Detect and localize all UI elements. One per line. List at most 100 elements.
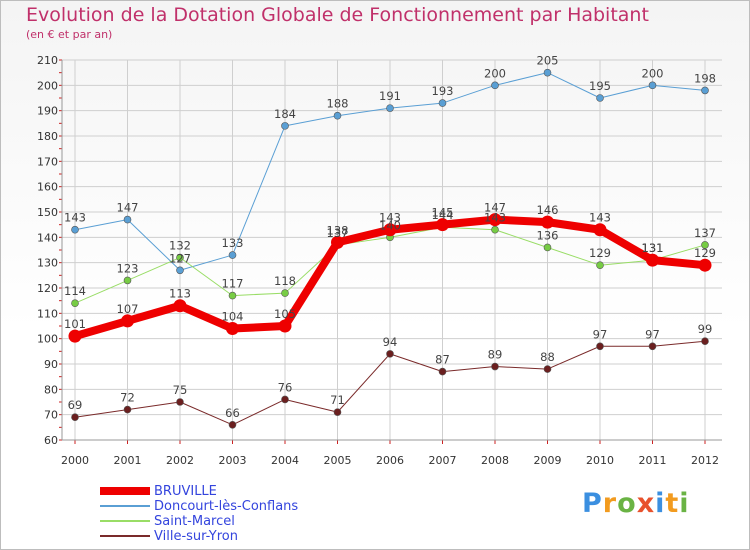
data-label-ville-sur-yron: 94 bbox=[383, 335, 398, 349]
data-point-bruville bbox=[698, 258, 712, 272]
logo-letter: P bbox=[582, 488, 603, 519]
legend-label: BRUVILLE bbox=[154, 484, 217, 499]
data-label-bruville: 145 bbox=[432, 206, 454, 220]
y-tick-label: 170 bbox=[37, 155, 58, 168]
legend-swatch bbox=[100, 535, 150, 537]
data-label-ville-sur-yron: 99 bbox=[698, 322, 713, 336]
logo-letter: o bbox=[617, 488, 637, 519]
y-tick-label: 200 bbox=[37, 79, 58, 92]
data-label-doncourt-les-conflans: 200 bbox=[484, 66, 506, 80]
x-tick-label: 2008 bbox=[481, 454, 509, 467]
data-label-bruville: 138 bbox=[327, 223, 349, 237]
data-label-ville-sur-yron: 89 bbox=[488, 348, 503, 362]
data-point-ville-sur-yron bbox=[648, 342, 657, 351]
y-tick-label: 210 bbox=[37, 54, 58, 67]
y-tick-label: 80 bbox=[44, 383, 58, 396]
proxiti-logo: Proxiti bbox=[582, 488, 690, 519]
data-label-saint-marcel: 143 bbox=[484, 211, 506, 225]
data-point-bruville bbox=[331, 235, 344, 249]
data-point-doncourt-les-conflans bbox=[596, 94, 604, 102]
data-label-bruville: 143 bbox=[379, 211, 401, 225]
x-tick-label: 2001 bbox=[114, 454, 142, 467]
data-label-bruville: 143 bbox=[589, 211, 611, 225]
data-point-ville-sur-yron bbox=[333, 408, 342, 416]
data-label-doncourt-les-conflans: 191 bbox=[379, 89, 401, 103]
data-point-bruville bbox=[593, 223, 607, 237]
data-label-doncourt-les-conflans: 195 bbox=[589, 79, 611, 93]
chart-title: Evolution de la Dotation Globale de Fonc… bbox=[26, 4, 649, 26]
logo-letter: r bbox=[602, 488, 618, 519]
data-point-doncourt-les-conflans bbox=[438, 99, 447, 107]
y-tick-label: 100 bbox=[37, 333, 58, 346]
x-tick-label: 2003 bbox=[219, 454, 247, 467]
data-label-ville-sur-yron: 72 bbox=[120, 391, 135, 405]
data-label-bruville: 105 bbox=[274, 307, 296, 321]
data-label-ville-sur-yron: 75 bbox=[173, 383, 188, 397]
data-point-bruville bbox=[646, 253, 659, 267]
data-label-bruville: 129 bbox=[694, 246, 716, 260]
data-point-doncourt-les-conflans bbox=[543, 68, 552, 77]
data-label-ville-sur-yron: 76 bbox=[278, 380, 293, 394]
logo-letter: t bbox=[665, 488, 680, 519]
data-point-doncourt-les-conflans bbox=[123, 215, 132, 224]
data-label-doncourt-les-conflans: 133 bbox=[222, 236, 244, 250]
y-tick-label: 90 bbox=[44, 358, 58, 371]
y-tick-label: 140 bbox=[37, 231, 58, 244]
data-label-doncourt-les-conflans: 143 bbox=[64, 211, 86, 225]
x-tick-label: 2007 bbox=[429, 454, 457, 467]
data-point-doncourt-les-conflans bbox=[386, 104, 394, 112]
data-point-ville-sur-yron bbox=[228, 420, 237, 429]
logo-letter: i bbox=[679, 488, 690, 519]
data-point-ville-sur-yron bbox=[596, 342, 604, 351]
x-tick-label: 2000 bbox=[61, 454, 89, 467]
data-point-bruville bbox=[383, 223, 397, 237]
x-tick-label: 2012 bbox=[691, 454, 719, 467]
data-point-saint-marcel bbox=[123, 276, 132, 285]
legend-swatch bbox=[100, 487, 150, 495]
data-label-doncourt-les-conflans: 184 bbox=[274, 107, 296, 121]
data-point-ville-sur-yron bbox=[71, 413, 79, 422]
data-point-doncourt-les-conflans bbox=[228, 251, 237, 259]
data-label-bruville: 131 bbox=[642, 241, 664, 255]
data-label-bruville: 101 bbox=[64, 317, 86, 331]
data-label-saint-marcel: 131 bbox=[642, 241, 664, 255]
data-point-ville-sur-yron bbox=[543, 365, 552, 373]
y-tick-label: 60 bbox=[44, 434, 58, 447]
data-point-ville-sur-yron bbox=[281, 395, 289, 404]
data-point-saint-marcel bbox=[228, 291, 237, 300]
y-tick-label: 160 bbox=[37, 181, 58, 194]
data-label-ville-sur-yron: 69 bbox=[68, 398, 83, 412]
logo-letter: i bbox=[655, 488, 666, 519]
data-label-ville-sur-yron: 88 bbox=[540, 350, 555, 364]
data-label-doncourt-les-conflans: 147 bbox=[117, 201, 139, 215]
data-label-saint-marcel: 118 bbox=[274, 274, 296, 288]
data-label-bruville: 104 bbox=[222, 310, 244, 324]
data-point-bruville bbox=[436, 218, 449, 232]
data-label-doncourt-les-conflans: 198 bbox=[694, 71, 716, 85]
y-tick-label: 180 bbox=[37, 130, 58, 143]
data-point-doncourt-les-conflans bbox=[701, 86, 709, 95]
data-label-saint-marcel: 144 bbox=[432, 208, 454, 222]
data-label-doncourt-les-conflans: 127 bbox=[169, 251, 191, 265]
data-point-ville-sur-yron bbox=[438, 367, 447, 376]
data-point-doncourt-les-conflans bbox=[71, 225, 79, 234]
data-label-ville-sur-yron: 97 bbox=[593, 327, 608, 341]
data-point-doncourt-les-conflans bbox=[281, 122, 289, 130]
y-tick-label: 110 bbox=[37, 307, 58, 320]
y-tick-label: 190 bbox=[37, 105, 58, 118]
data-label-saint-marcel: 117 bbox=[222, 277, 244, 291]
y-tick-label: 130 bbox=[37, 257, 58, 270]
data-point-saint-marcel bbox=[491, 225, 499, 234]
y-tick-label: 120 bbox=[37, 282, 58, 295]
data-point-bruville bbox=[226, 322, 239, 336]
data-label-doncourt-les-conflans: 188 bbox=[327, 97, 349, 111]
data-point-ville-sur-yron bbox=[176, 398, 184, 406]
data-point-ville-sur-yron bbox=[701, 337, 709, 346]
data-point-saint-marcel bbox=[71, 299, 79, 308]
data-point-bruville bbox=[121, 314, 134, 328]
legend-label: Saint-Marcel bbox=[154, 514, 235, 529]
data-point-doncourt-les-conflans bbox=[176, 266, 184, 275]
data-label-doncourt-les-conflans: 205 bbox=[537, 54, 559, 68]
data-label-saint-marcel: 132 bbox=[169, 239, 191, 253]
